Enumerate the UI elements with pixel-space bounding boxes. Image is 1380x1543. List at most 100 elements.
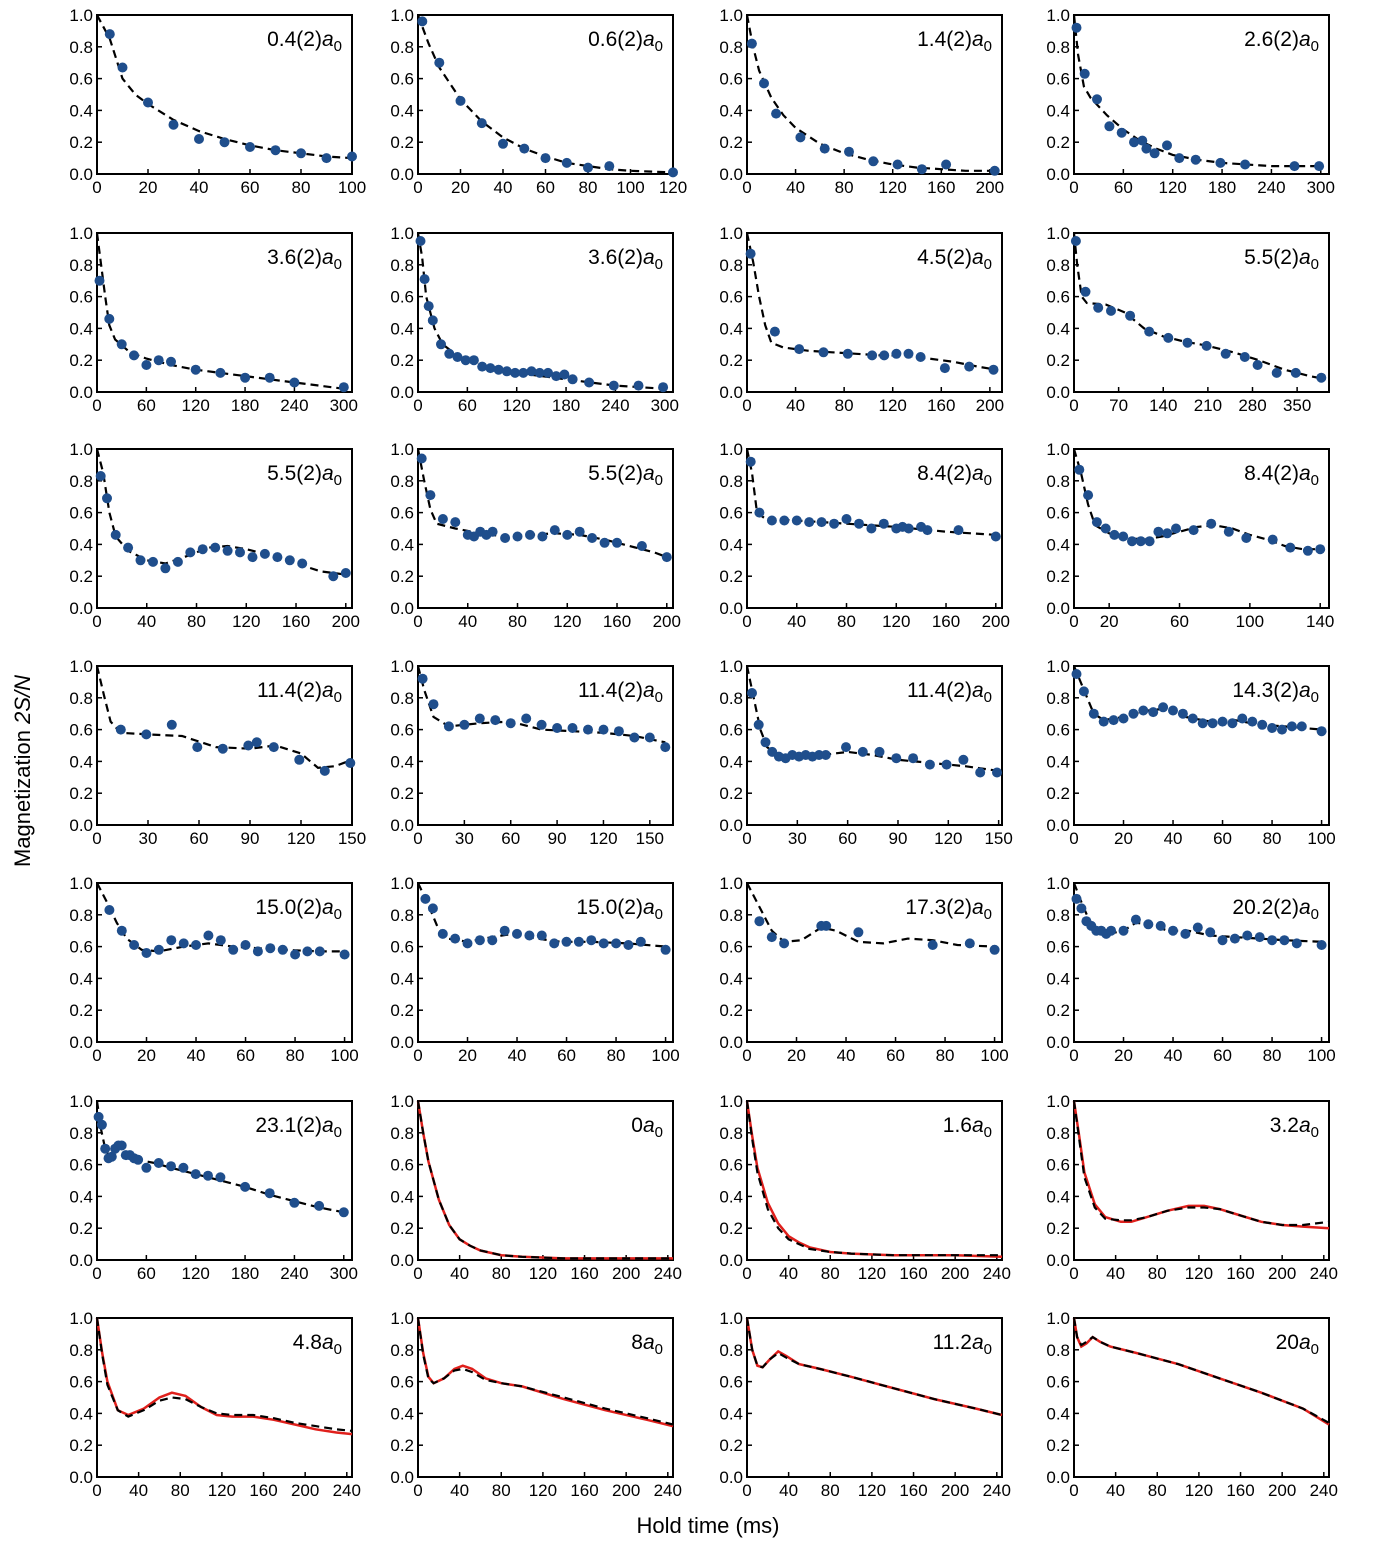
data-point: [141, 360, 152, 370]
x-tick-label: 80: [1263, 829, 1282, 848]
y-tick-label: 0.4: [719, 1404, 743, 1423]
panel-label-symbol: a: [322, 28, 334, 51]
panel-label-symbol: a: [322, 462, 334, 485]
data-point: [319, 765, 330, 776]
x-tick-label: 0: [742, 1481, 751, 1500]
y-tick-label: 0.8: [69, 1341, 93, 1360]
y-tick-label: 0.0: [719, 1251, 743, 1270]
data-point: [1290, 367, 1301, 378]
data-point: [754, 507, 765, 518]
x-tick-label: 100: [980, 1046, 1008, 1065]
y-tick-label: 1.0: [69, 440, 93, 459]
x-tick-label: 80: [1148, 1481, 1167, 1500]
x-tick-label: 180: [231, 1264, 259, 1283]
data-point: [668, 167, 678, 178]
y-tick-label: 0.4: [719, 1187, 743, 1206]
panel-label-value: 5.5(2): [588, 462, 643, 485]
data-point: [1316, 372, 1327, 383]
data-point: [953, 525, 964, 536]
x-tick-label: 40: [787, 612, 806, 631]
y-tick-label: 0.4: [69, 1404, 93, 1423]
data-point: [106, 1151, 117, 1162]
data-point: [604, 161, 615, 172]
x-tick-label: 60: [536, 178, 555, 197]
y-tick-label: 0.6: [390, 70, 414, 89]
data-point: [766, 932, 777, 943]
x-tick-label: 80: [821, 1481, 840, 1500]
data-point: [795, 132, 806, 143]
x-tick-label: 240: [654, 1264, 682, 1283]
panel-27: 0.0 0.2 0.4 0.6 0.8 1.0 0 40 80 120 160 200 240 11.2a…: [719, 1309, 1011, 1500]
x-tick-label: 0: [92, 829, 101, 848]
data-point: [1083, 490, 1094, 501]
y-tick-label: 0.0: [390, 383, 414, 402]
data-point: [487, 526, 498, 537]
data-point: [153, 944, 164, 955]
data-point: [559, 369, 570, 380]
data-point: [1201, 340, 1212, 351]
data-point: [660, 742, 671, 753]
x-tick-label: 60: [557, 1046, 576, 1065]
panel-label: 20.2(2)a0: [1232, 896, 1319, 923]
data-point: [779, 938, 790, 949]
y-tick-label: 0.6: [69, 938, 93, 957]
data-point: [444, 348, 455, 359]
x-tick-label: 0: [742, 1264, 751, 1283]
x-tick-label: 150: [338, 829, 366, 848]
data-point: [133, 1154, 144, 1165]
data-point: [141, 948, 152, 958]
x-tick-label: 20: [451, 178, 470, 197]
x-tick-label: 80: [1148, 1264, 1167, 1283]
data-point: [866, 523, 877, 534]
x-tick-label: 120: [858, 1264, 886, 1283]
panel-label-subscript: 0: [334, 472, 342, 489]
panel-label-value: 14.3(2): [1232, 679, 1299, 702]
x-tick-label: 40: [137, 612, 156, 631]
panel-label-subscript: 0: [984, 906, 992, 923]
fit-line: [416, 665, 666, 744]
panel-frame: [96, 448, 353, 609]
y-tick-label: 0.4: [390, 101, 414, 120]
data-point: [1079, 68, 1090, 79]
data-point: [289, 1197, 300, 1208]
x-tick-label: 200: [982, 612, 1010, 631]
data-point: [1148, 707, 1159, 718]
data-point: [941, 759, 952, 770]
data-point: [534, 367, 545, 378]
fit-line: [1072, 232, 1327, 381]
x-tick-label: 0: [1069, 396, 1078, 415]
panel-label-value: 3.2: [1270, 1114, 1299, 1137]
x-tick-label: 60: [236, 1046, 255, 1065]
data-point: [1098, 716, 1109, 727]
y-tick-label: 0.8: [1046, 1341, 1070, 1360]
x-tick-label: 40: [779, 1481, 798, 1500]
data-point: [623, 940, 634, 950]
panel-frame: [96, 14, 353, 175]
x-tick-label: 120: [553, 612, 581, 631]
data-point: [543, 367, 553, 378]
y-tick-label: 0.0: [390, 1468, 414, 1487]
x-axis-title: Hold time (ms): [636, 1513, 779, 1538]
data-point: [794, 344, 805, 355]
data-point: [561, 936, 572, 947]
x-tick-label: 120: [879, 396, 907, 415]
data-point: [537, 531, 548, 542]
data-point: [1106, 305, 1116, 316]
y-tick-label: 0.8: [69, 1124, 93, 1143]
data-point: [841, 514, 852, 524]
x-tick-label: 20: [787, 1046, 806, 1065]
y-tick-label: 1.0: [69, 6, 93, 25]
x-tick-label: 0: [1069, 612, 1078, 631]
x-tick-label: 20: [139, 178, 158, 197]
x-tick-label: 100: [616, 178, 644, 197]
x-tick-label: 0: [742, 396, 751, 415]
data-point: [116, 339, 127, 350]
panel-label-symbol: a: [1299, 1114, 1311, 1137]
data-point: [245, 142, 255, 152]
panel-label-subscript: 0: [334, 1341, 342, 1358]
x-tick-label: 40: [779, 1264, 798, 1283]
x-tick-label: 80: [835, 396, 854, 415]
